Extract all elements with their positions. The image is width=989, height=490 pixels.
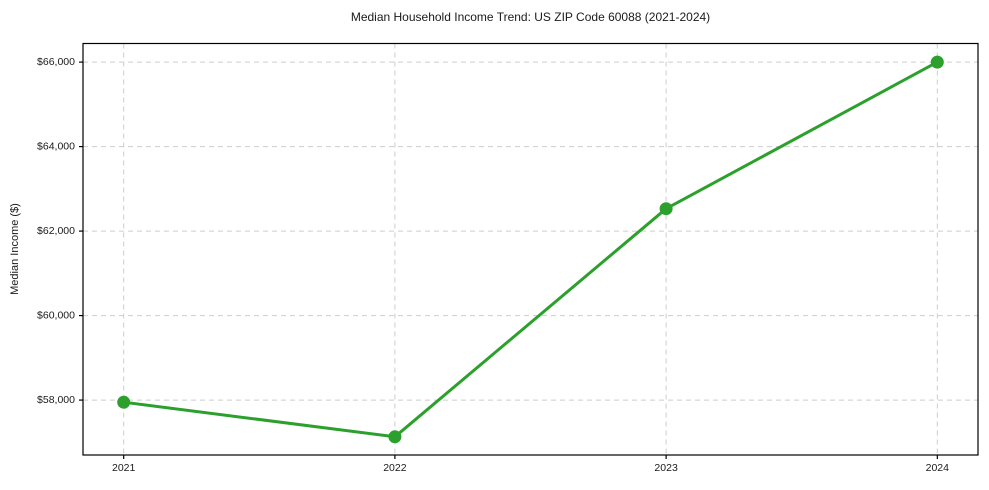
data-point-2021 (117, 395, 131, 409)
data-point-2022 (388, 430, 402, 444)
x-tick-label: 2021 (112, 462, 136, 474)
data-point-2023 (659, 202, 673, 216)
x-tick-label: 2022 (383, 462, 407, 474)
chart-title: Median Household Income Trend: US ZIP Co… (350, 10, 711, 24)
y-tick-label: $64,000 (37, 140, 75, 152)
y-tick-label: $62,000 (37, 225, 75, 237)
y-tick-label: $60,000 (37, 309, 75, 321)
y-tick-label: $58,000 (37, 394, 75, 406)
x-tick-label: 2024 (926, 462, 950, 474)
plot-border (82, 42, 979, 456)
x-tick-label: 2023 (654, 462, 678, 474)
data-point-2024 (930, 55, 944, 69)
y-tick-label: $66,000 (37, 56, 75, 68)
trend-line (122, 60, 939, 439)
